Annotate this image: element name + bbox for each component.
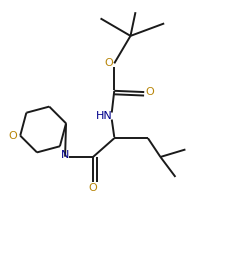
Text: O: O [104,58,113,68]
Text: O: O [145,87,154,97]
Text: HN: HN [96,111,112,121]
Text: N: N [61,150,69,160]
Text: O: O [88,183,97,193]
Text: O: O [9,131,18,141]
